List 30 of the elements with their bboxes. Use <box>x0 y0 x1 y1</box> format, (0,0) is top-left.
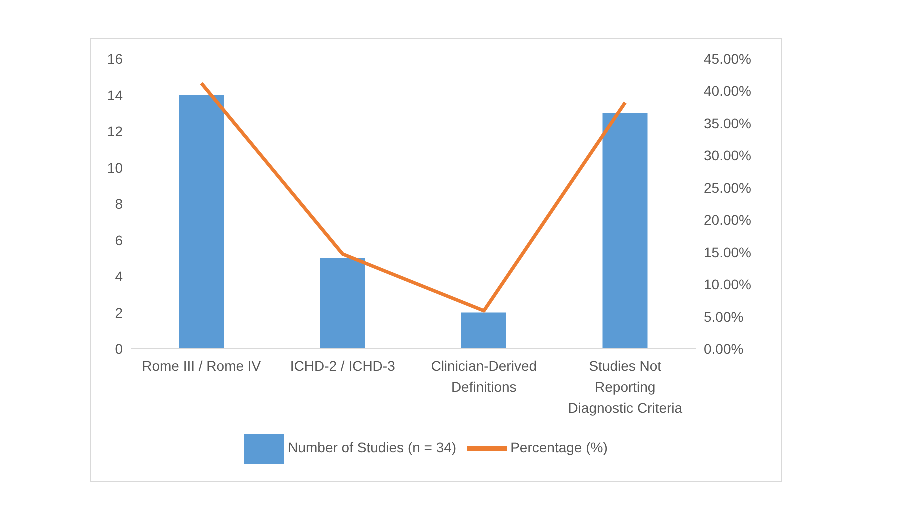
x-tick-label: Clinician-Derived Definitions <box>431 358 538 395</box>
y2-tick-label: 5.00% <box>704 308 744 325</box>
y2-tick-label: 35.00% <box>704 115 752 132</box>
legend-label: Number of Studies (n = 34) <box>288 440 457 456</box>
bar <box>602 113 648 349</box>
x-tick-label: ICHD-2 / ICHD-3 <box>290 358 396 374</box>
bar <box>320 258 366 349</box>
x-tick-label: Rome III / Rome IV <box>142 358 262 374</box>
y2-tick-label: 20.00% <box>704 212 752 228</box>
y2-tick-label: 40.00% <box>704 83 752 100</box>
y-tick-label: 2 <box>115 304 124 321</box>
x-tick-label: Studies Not Reporting Diagnostic Criteria <box>568 358 683 416</box>
y-tick-label: 12 <box>107 124 124 140</box>
y-tick-label: 8 <box>115 196 124 212</box>
y2-tick-label: 25.00% <box>704 180 752 196</box>
y2-tick-label: 10.00% <box>704 276 752 293</box>
y-tick-label: 0 <box>115 341 124 357</box>
bar <box>179 95 224 349</box>
line-series <box>200 82 628 313</box>
bar <box>462 312 506 349</box>
y2-tick-label: 30.00% <box>704 148 752 164</box>
y-tick-label: 14 <box>107 87 124 104</box>
y2-tick-label: 0.00% <box>704 341 744 357</box>
y2-tick-label: 15.00% <box>704 244 752 260</box>
legend-label: Percentage (%) <box>510 440 608 456</box>
y-tick-label: 10 <box>107 160 124 176</box>
y2-tick-label: 45.00% <box>704 51 752 67</box>
y-tick-label: 16 <box>107 51 124 67</box>
y-tick-label: 4 <box>115 268 124 284</box>
y-tick-label: 6 <box>115 232 124 248</box>
